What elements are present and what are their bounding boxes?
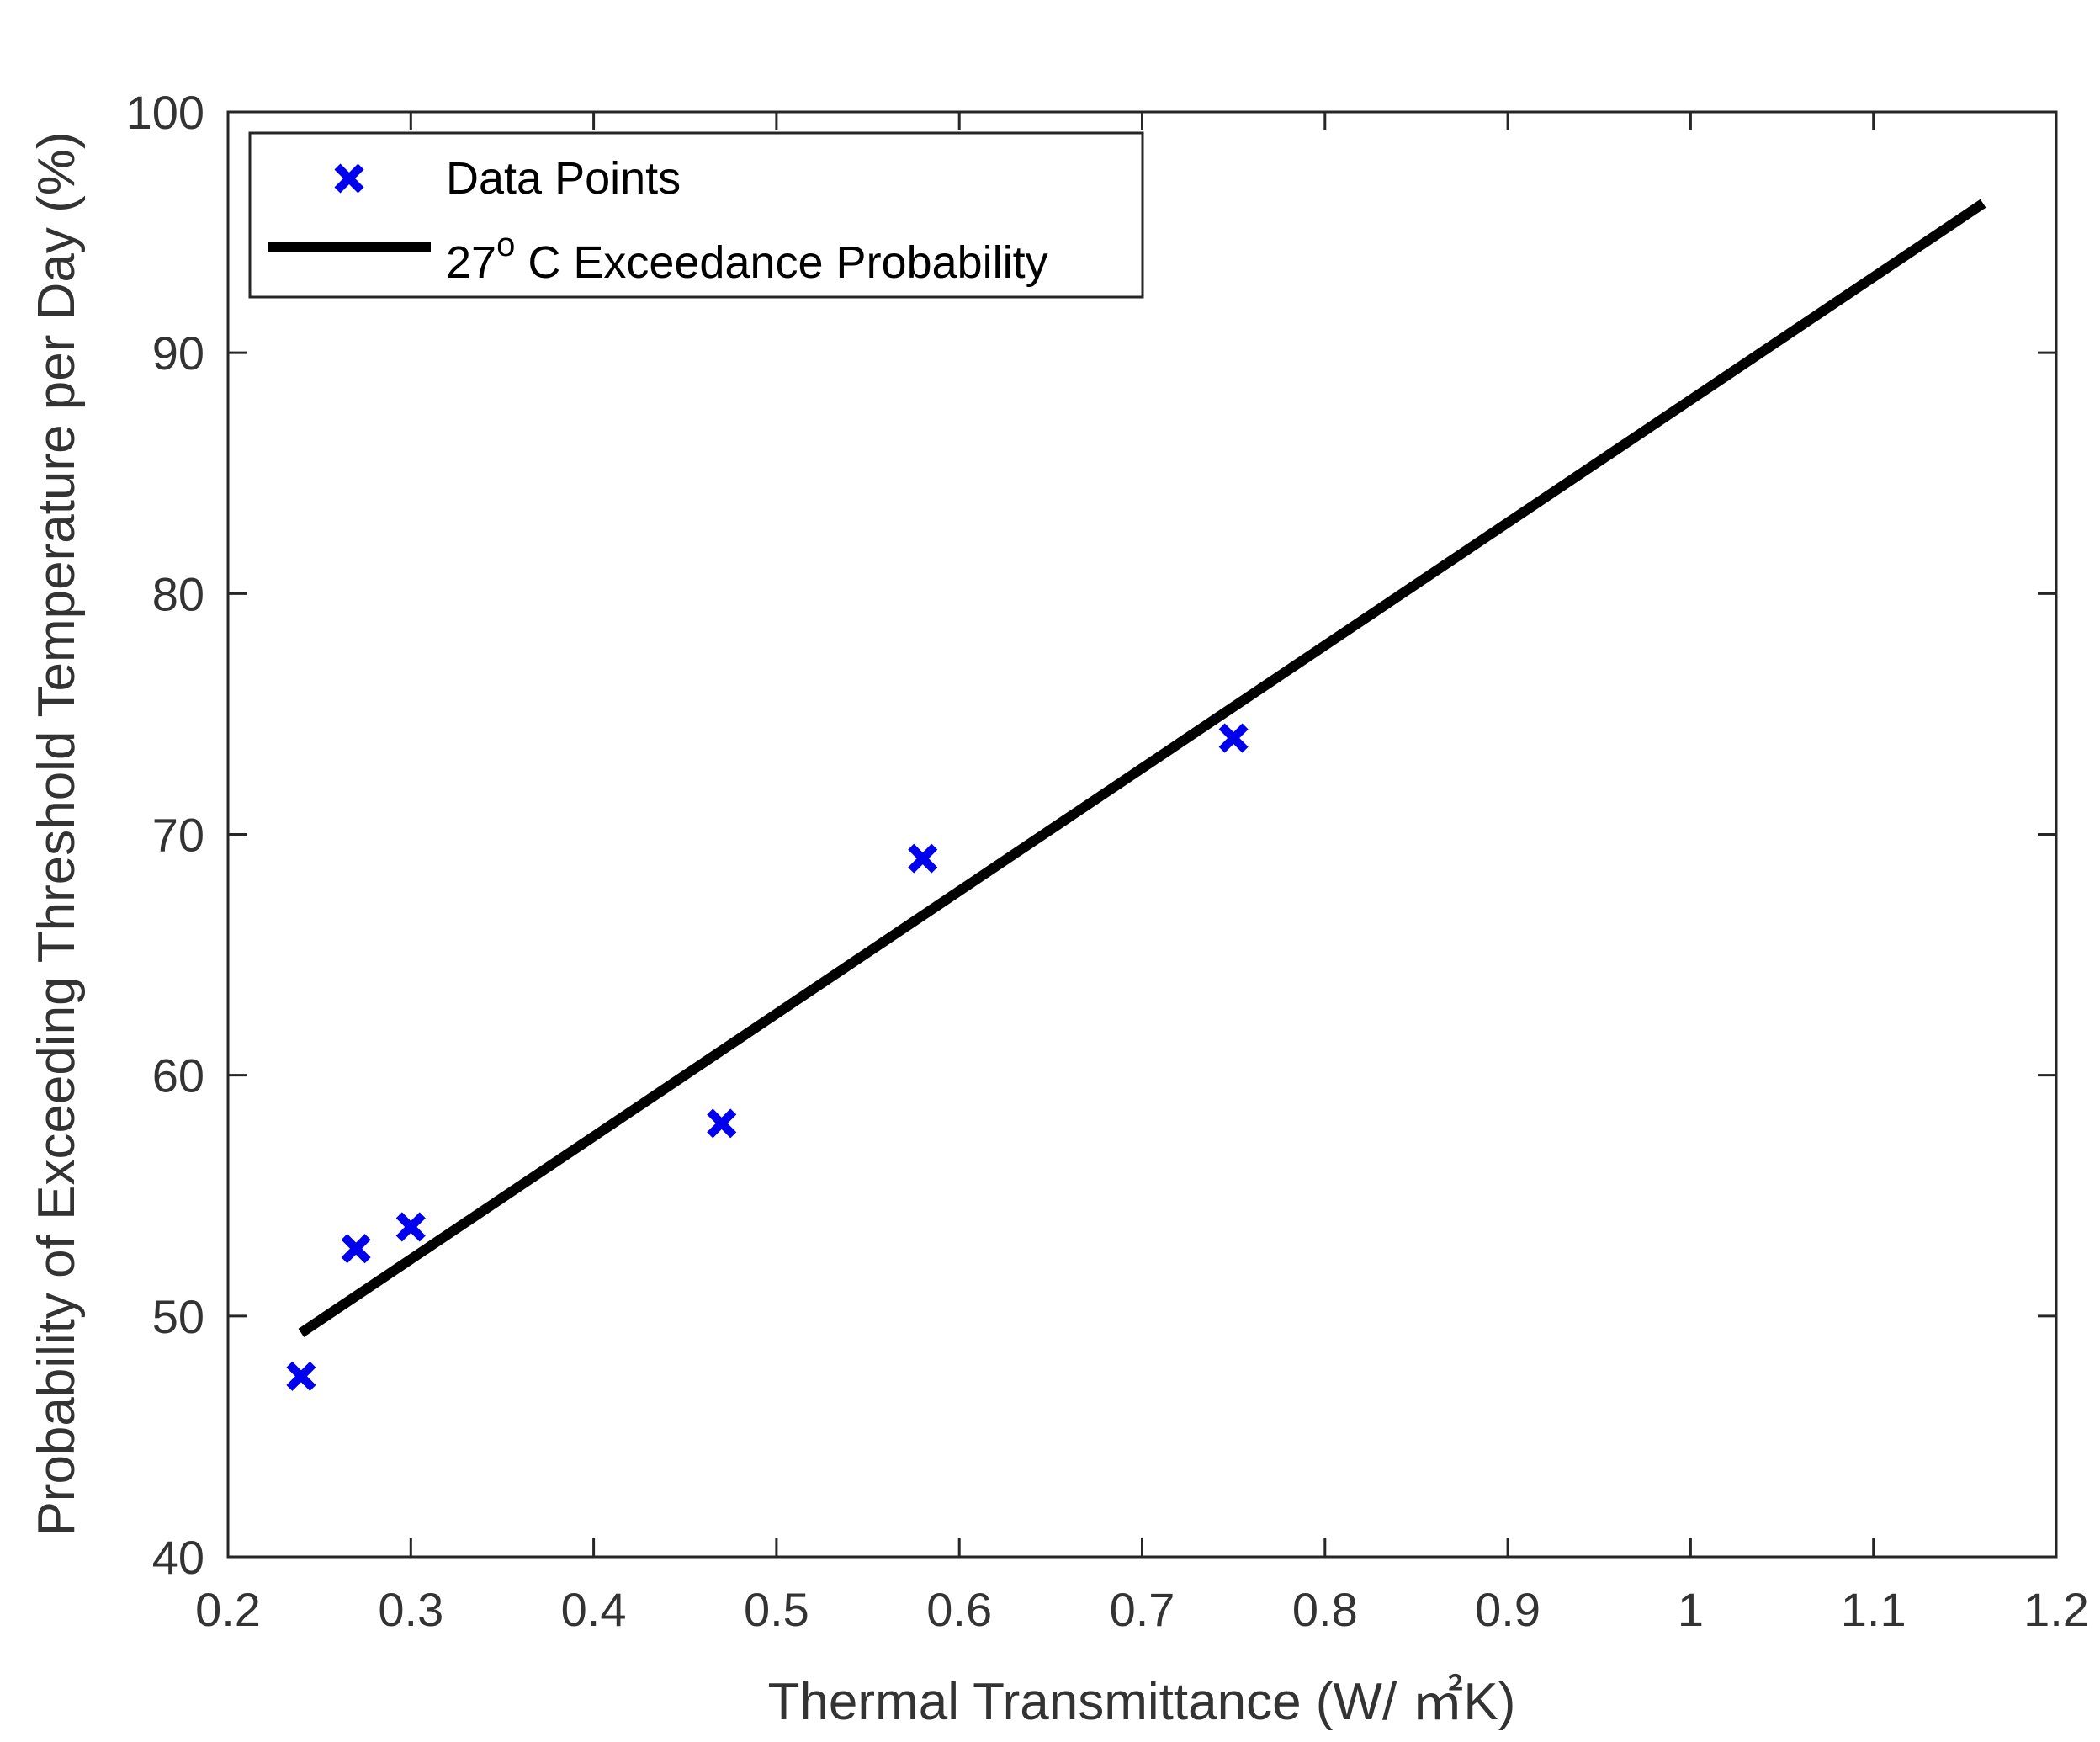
- legend-label-data-points: Data Points: [446, 153, 681, 204]
- plot-frame: [226, 110, 2058, 1559]
- data-point: [286, 1361, 316, 1391]
- legend-marker: [334, 163, 364, 194]
- y-tick-label: 70: [152, 809, 204, 862]
- legend-box: [248, 131, 1144, 299]
- legend-label-exceedance-sup: o: [496, 226, 515, 263]
- data-point: [908, 843, 938, 874]
- data-point: [707, 1108, 737, 1139]
- data-point: [395, 1212, 426, 1242]
- x-tick-label: 1.2: [2023, 1583, 2089, 1636]
- x-tick-label: 0.9: [1475, 1583, 1541, 1636]
- chart-marks: [286, 199, 1986, 1391]
- legend-label-exceedance-rest: C Exceedance Probability: [515, 237, 1047, 288]
- legend: Data Points 27o C Exceedance Probability: [248, 131, 1144, 299]
- fit-line: [298, 199, 1986, 1337]
- x-tick-label: 0.3: [378, 1583, 443, 1636]
- x-tick-label: 1: [1678, 1583, 1704, 1636]
- x-tick-label: 0.4: [561, 1583, 627, 1636]
- legend-label-exceedance-main: 27: [446, 237, 496, 288]
- x-marker-icon: [334, 163, 364, 194]
- x-tick-label: 0.7: [1110, 1583, 1175, 1636]
- y-tick-label: 40: [152, 1531, 204, 1584]
- y-tick-label: 100: [126, 86, 204, 139]
- y-tick-label: 60: [152, 1049, 204, 1102]
- tick-labels: 0.2 0.3 0.4 0.5 0.6 0.7 0.8 0.9 1 1.1 1.2 40 50 60 70 8…: [126, 86, 2089, 1636]
- legend-label-exceedance: 27o C Exceedance Probability: [446, 226, 1048, 288]
- x-axis-label: Thermal Transmittance (W/ ㎡K): [768, 1673, 1516, 1731]
- y-tick-label: 90: [152, 327, 204, 380]
- data-point: [1218, 723, 1249, 753]
- y-tick-label: 50: [152, 1290, 204, 1343]
- x-tick-label: 0.8: [1292, 1583, 1358, 1636]
- x-tick-label: 1.1: [1841, 1583, 1906, 1636]
- y-tick-label: 80: [152, 567, 204, 620]
- x-tick-label: 0.2: [195, 1583, 261, 1636]
- y-axis-label: Probability of Exceeding Threshold Tempe…: [28, 131, 86, 1536]
- x-tick-label: 0.6: [926, 1583, 992, 1636]
- x-tick-label: 0.5: [744, 1583, 809, 1636]
- plot-background: [228, 112, 2056, 1557]
- data-point: [341, 1234, 371, 1264]
